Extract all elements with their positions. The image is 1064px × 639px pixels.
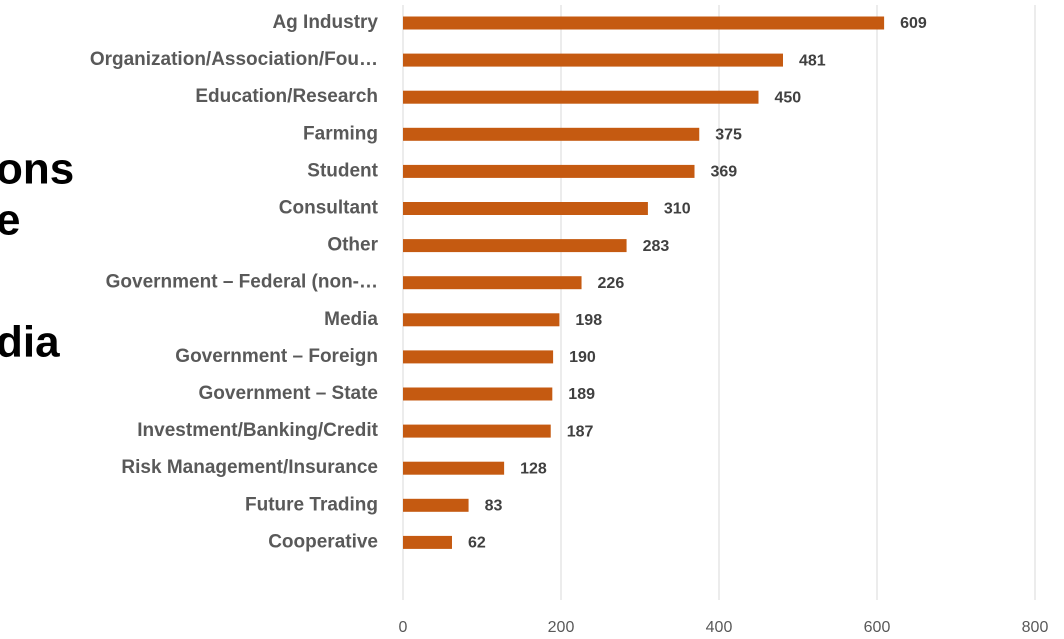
value-label: 375 [715,127,742,144]
bar [403,53,783,67]
value-label: 189 [568,386,595,403]
value-label: 310 [664,201,691,218]
value-label: 128 [520,460,547,477]
bar [403,239,627,253]
value-label: 226 [598,275,625,292]
y-tick-label: Ag Industry [272,12,378,33]
y-tick-label: Government – Federal (non-… [106,272,378,293]
bar [403,424,551,438]
y-tick-label: Government – State [199,383,379,404]
value-label: 369 [711,164,738,181]
bar [403,90,759,104]
bar [403,498,469,512]
value-label: 481 [799,52,826,69]
bar [403,202,648,215]
bar [403,164,695,178]
x-tick-label: 800 [1022,619,1049,636]
bar [403,276,582,290]
background-text: e [0,196,20,245]
value-label: 450 [775,89,802,106]
y-tick-label: Media [324,309,378,330]
x-tick-label: 0 [399,619,408,636]
x-tick-label: 600 [864,619,891,636]
y-tick-label: Other [327,235,378,256]
y-tick-label: Cooperative [268,531,378,552]
background-text: ons [0,145,74,194]
y-tick-label: Risk Management/Insurance [121,457,378,478]
background-text: dia [0,318,60,367]
value-label: 62 [468,535,486,552]
y-tick-label: Government – Foreign [175,346,378,367]
y-tick-label: Organization/Association/Fou… [90,49,378,70]
value-label: 190 [569,349,596,366]
bar [403,350,554,364]
bar [403,127,700,141]
y-tick-label: Education/Research [195,86,378,107]
bar [403,313,560,327]
value-label: 198 [575,312,602,329]
x-tick-label: 200 [548,619,575,636]
y-tick-label: Future Trading [245,494,378,515]
bar [403,461,505,475]
value-label: 283 [643,238,670,255]
bar [403,535,452,549]
y-tick-label: Consultant [279,198,379,219]
bar [403,387,553,401]
y-tick-label: Farming [303,123,378,144]
x-tick-label: 400 [706,619,733,636]
bar [403,16,885,30]
y-tick-label: Student [307,160,378,181]
value-label: 187 [567,423,594,440]
value-label: 83 [485,498,503,515]
value-label: 609 [900,15,927,32]
y-tick-label: Investment/Banking/Credit [137,420,378,441]
